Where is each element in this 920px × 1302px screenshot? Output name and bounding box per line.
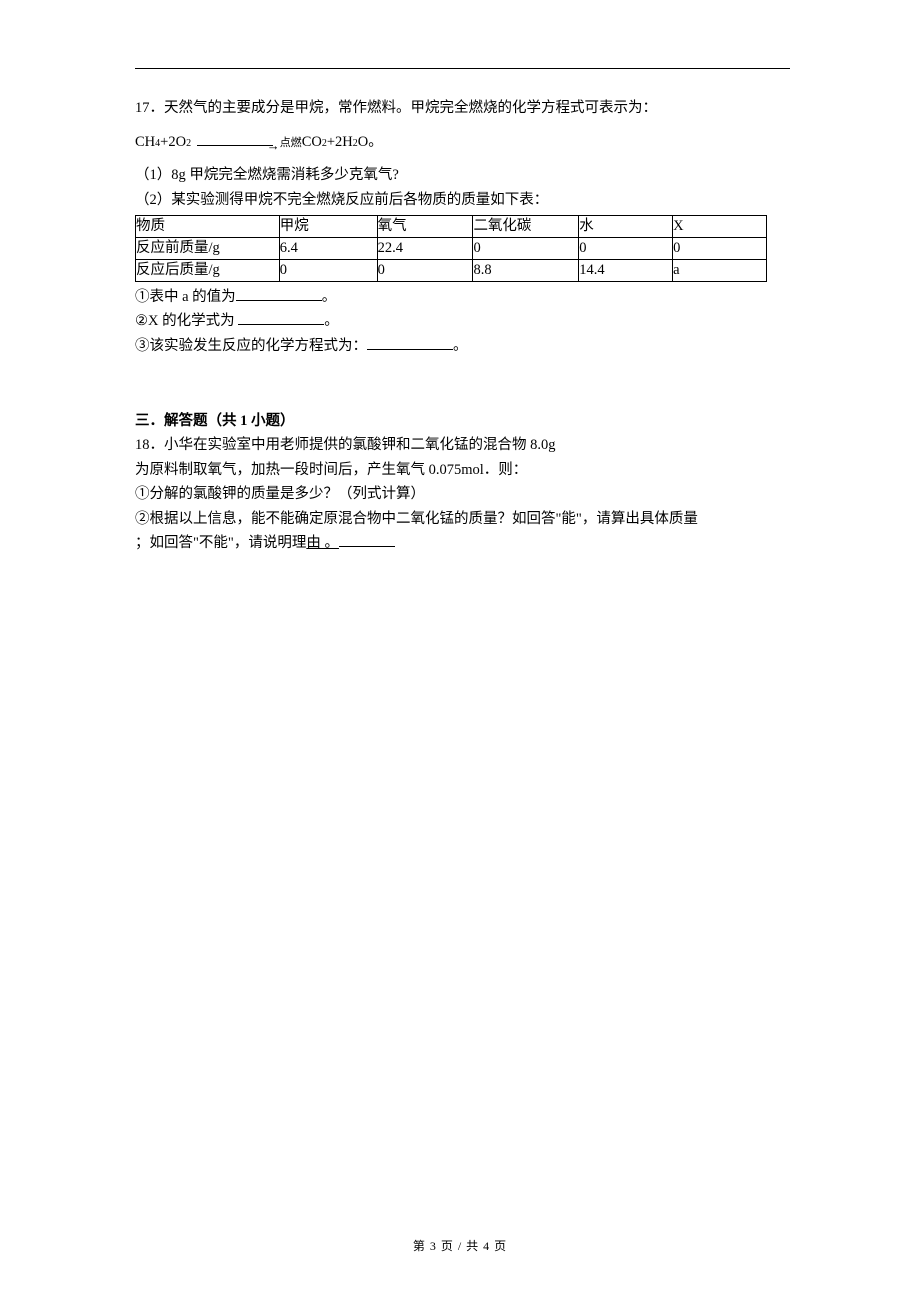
table-cell: 反应前质量/g bbox=[136, 238, 280, 260]
q17-sub3-before: ③该实验发生反应的化学方程式为： bbox=[135, 338, 367, 354]
top-rule bbox=[135, 68, 790, 69]
section3-heading: 三．解答题（共 1 小题） bbox=[135, 409, 790, 430]
q17-sub1-before: ①表中 a 的值为 bbox=[135, 289, 236, 305]
q18-line3: ①分解的氯酸钾的质量是多少？（列式计算） bbox=[135, 483, 790, 505]
formula-plus1: +2O bbox=[160, 131, 186, 154]
table-row: 反应前质量/g 6.4 22.4 0 0 0 bbox=[136, 238, 767, 260]
table-cell: 0 bbox=[579, 238, 673, 260]
q17-sub1: ①表中 a 的值为 。 bbox=[135, 286, 790, 308]
table-header-cell: 水 bbox=[579, 216, 673, 238]
table-cell: 0 bbox=[473, 238, 579, 260]
table-row: 反应后质量/g 0 0 8.8 14.4 a bbox=[136, 260, 767, 282]
q17-part2: （2）某实验测得甲烷不完全燃烧反应前后各物质的质量如下表： bbox=[135, 189, 790, 211]
blank-fill bbox=[367, 336, 453, 350]
arrow-icon: → bbox=[197, 136, 280, 157]
table-header-cell: 甲烷 bbox=[279, 216, 377, 238]
formula-end: O。 bbox=[358, 131, 383, 154]
q18-line5: ；如回答"不能"，请说明理由 。 bbox=[135, 532, 790, 554]
q17-number: 17． bbox=[135, 100, 164, 116]
q18-line4: ②根据以上信息，能不能确定原混合物中二氧化锰的质量？如回答"能"，请算出具体质量 bbox=[135, 508, 790, 530]
q18-number: 18． bbox=[135, 437, 164, 453]
q17-sub2-before: ②X 的化学式为 bbox=[135, 313, 238, 329]
q17-sub1-after: 。 bbox=[322, 289, 337, 305]
table-header-cell: 氧气 bbox=[377, 216, 473, 238]
q17-sub3-after: 。 bbox=[453, 338, 468, 354]
table-cell: 0 bbox=[377, 260, 473, 282]
table-header-cell: 物质 bbox=[136, 216, 280, 238]
q18-line1: 18．小华在实验室中用老师提供的氯酸钾和二氧化锰的混合物 8.0g bbox=[135, 434, 790, 456]
formula-plus2: +2H bbox=[327, 131, 353, 154]
q17-part1: （1）8g 甲烷完全燃烧需消耗多少克氧气? bbox=[135, 164, 790, 186]
table-cell: 22.4 bbox=[377, 238, 473, 260]
table-cell: 8.8 bbox=[473, 260, 579, 282]
q17-intro: 17．天然气的主要成分是甲烷，常作燃料。甲烷完全燃烧的化学方程式可表示为： bbox=[135, 97, 790, 119]
table-cell: 14.4 bbox=[579, 260, 673, 282]
table-cell: 反应后质量/g bbox=[136, 260, 280, 282]
q18-line5a: ；如回答"不能"，请说明理 bbox=[135, 535, 306, 551]
blank-fill bbox=[238, 311, 324, 325]
q18-line1-text: 小华在实验室中用老师提供的氯酸钾和二氧化锰的混合物 8.0g bbox=[164, 437, 556, 453]
q17-intro-text: 天然气的主要成分是甲烷，常作燃料。甲烷完全燃烧的化学方程式可表示为： bbox=[164, 100, 657, 116]
table-cell: 0 bbox=[673, 238, 767, 260]
q18-line5b: 由 。 bbox=[306, 535, 339, 551]
table-header-cell: 二氧化碳 bbox=[473, 216, 579, 238]
formula-ch: CH bbox=[135, 131, 155, 154]
q17-sub3: ③该实验发生反应的化学方程式为： 。 bbox=[135, 335, 790, 357]
blank-fill bbox=[339, 533, 395, 547]
table-cell: 6.4 bbox=[279, 238, 377, 260]
page-number: 第 3 页 / 共 4 页 bbox=[0, 1237, 920, 1254]
formula-space1 bbox=[191, 131, 195, 154]
q17-formula: CH4+2O2 →点燃 CO2+2H2O。 bbox=[135, 131, 790, 156]
blank-fill bbox=[236, 287, 322, 301]
table-cell: 0 bbox=[279, 260, 377, 282]
table-header-cell: X bbox=[673, 216, 767, 238]
q17-table: 物质 甲烷 氧气 二氧化碳 水 X 反应前质量/g 6.4 22.4 0 0 0… bbox=[135, 215, 767, 282]
q17-sub2: ②X 的化学式为 。 bbox=[135, 310, 790, 332]
q18-line2: 为原料制取氧气，加热一段时间后，产生氧气 0.075mol．则： bbox=[135, 459, 790, 481]
table-cell: a bbox=[673, 260, 767, 282]
arrow-label: 点燃 bbox=[280, 135, 302, 153]
formula-co: CO bbox=[302, 131, 322, 154]
q17-sub2-after: 。 bbox=[324, 313, 339, 329]
table-row: 物质 甲烷 氧气 二氧化碳 水 X bbox=[136, 216, 767, 238]
